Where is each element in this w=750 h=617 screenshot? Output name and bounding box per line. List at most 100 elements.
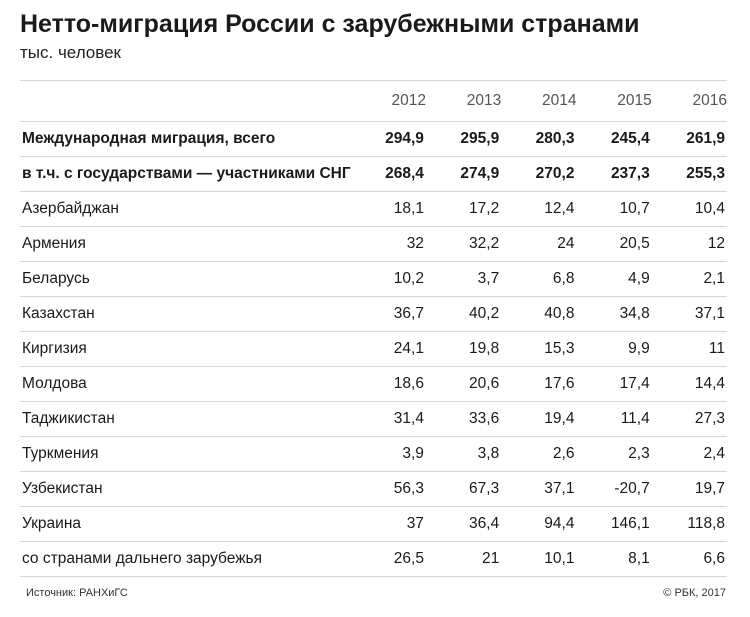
cell-value: 261,9 (651, 121, 727, 157)
table-row: в т.ч. с государствами — участниками СНГ… (20, 156, 727, 192)
row-label: Туркмения (20, 436, 351, 472)
cell-value: 19,4 (501, 401, 577, 437)
row-label: Украина (20, 506, 351, 542)
row-label: Узбекистан (20, 471, 351, 507)
row-label: Международная миграция, всего (20, 121, 351, 157)
cell-value: -20,7 (576, 471, 652, 507)
cell-value: 20,6 (425, 366, 502, 402)
row-label: Киргизия (20, 331, 351, 367)
cell-value: 146,1 (576, 506, 652, 542)
cell-value: 32 (350, 226, 426, 262)
row-label: Казахстан (20, 296, 351, 332)
cell-value: 10,4 (651, 191, 727, 227)
table-row: Молдова 18,6 20,6 17,6 17,4 14,4 (20, 366, 727, 402)
cell-value: 17,4 (576, 366, 652, 402)
cell-value: 294,9 (350, 121, 426, 157)
table-body: Международная миграция, всего 294,9 295,9 2… (20, 121, 727, 577)
cell-value: 9,9 (576, 331, 652, 367)
cell-value: 37,1 (501, 471, 577, 507)
cell-value: 34,8 (576, 296, 652, 332)
cell-value: 4,9 (576, 261, 652, 297)
cell-value: 10,2 (350, 261, 426, 297)
source-note: Источник: РАНХиГС (26, 587, 128, 599)
cell-value: 280,3 (501, 121, 577, 157)
cell-value: 27,3 (651, 401, 727, 437)
row-label: Молдова (20, 366, 351, 402)
cell-value: 26,5 (350, 541, 426, 577)
table-row: со странами дальнего зарубежья 26,5 21 10,1… (20, 541, 727, 577)
cell-value: 40,2 (425, 296, 502, 332)
header-blank (20, 80, 351, 122)
cell-value: 20,5 (576, 226, 652, 262)
cell-value: 8,1 (576, 541, 652, 577)
cell-value: 36,4 (425, 506, 502, 542)
table-row: Казахстан 36,7 40,2 40,8 34,8 37,1 (20, 296, 727, 332)
row-label: Армения (20, 226, 351, 262)
copyright-note: © РБК, 2017 (663, 587, 726, 599)
table-row: Беларусь 10,2 3,7 6,8 4,9 2,1 (20, 261, 727, 297)
cell-value: 94,4 (501, 506, 577, 542)
column-header-2016: 2016 (651, 80, 727, 122)
cell-value: 40,8 (501, 296, 577, 332)
table-row: Туркмения 3,9 3,8 2,6 2,3 2,4 (20, 436, 727, 472)
cell-value: 118,8 (651, 506, 727, 542)
cell-value: 10,7 (576, 191, 652, 227)
cell-value: 2,4 (651, 436, 727, 472)
column-header-2012: 2012 (350, 80, 426, 122)
table-row: Узбекистан 56,3 67,3 37,1 -20,7 19,7 (20, 471, 727, 507)
cell-value: 12,4 (501, 191, 577, 227)
cell-value: 31,4 (350, 401, 426, 437)
table-row: Азербайджан 18,1 17,2 12,4 10,7 10,4 (20, 191, 727, 227)
migration-table: 2012 2013 2014 2015 2016 Международная м… (20, 80, 727, 577)
cell-value: 6,8 (501, 261, 577, 297)
row-label: в т.ч. с государствами — участниками СНГ (20, 156, 351, 192)
table-row: Армения 32 32,2 24 20,5 12 (20, 226, 727, 262)
cell-value: 237,3 (576, 156, 652, 192)
column-header-2015: 2015 (576, 80, 652, 122)
cell-value: 33,6 (425, 401, 502, 437)
cell-value: 295,9 (425, 121, 502, 157)
cell-value: 37,1 (651, 296, 727, 332)
row-label: Беларусь (20, 261, 351, 297)
cell-value: 37 (350, 506, 426, 542)
row-label: Таджикистан (20, 401, 351, 437)
cell-value: 67,3 (425, 471, 502, 507)
cell-value: 14,4 (651, 366, 727, 402)
column-header-2013: 2013 (425, 80, 502, 122)
cell-value: 24 (501, 226, 577, 262)
cell-value: 19,7 (651, 471, 727, 507)
cell-value: 32,2 (425, 226, 502, 262)
cell-value: 19,8 (425, 331, 502, 367)
cell-value: 255,3 (651, 156, 727, 192)
cell-value: 17,6 (501, 366, 577, 402)
cell-value: 24,1 (350, 331, 426, 367)
cell-value: 15,3 (501, 331, 577, 367)
table-row: Украина 37 36,4 94,4 146,1 118,8 (20, 506, 727, 542)
cell-value: 6,6 (651, 541, 727, 577)
header-row: 2012 2013 2014 2015 2016 (20, 80, 727, 122)
cell-value: 21 (425, 541, 502, 577)
cell-value: 245,4 (576, 121, 652, 157)
cell-value: 10,1 (501, 541, 577, 577)
cell-value: 11 (651, 331, 727, 367)
cell-value: 2,3 (576, 436, 652, 472)
cell-value: 274,9 (425, 156, 502, 192)
cell-value: 12 (651, 226, 727, 262)
chart-subtitle: тыс. человек (20, 43, 121, 62)
chart-title: Нетто-миграция России с зарубежными стра… (20, 10, 640, 38)
table-row: Таджикистан 31,4 33,6 19,4 11,4 27,3 (20, 401, 727, 437)
cell-value: 18,1 (350, 191, 426, 227)
cell-value: 36,7 (350, 296, 426, 332)
cell-value: 268,4 (350, 156, 426, 192)
cell-value: 18,6 (350, 366, 426, 402)
cell-value: 11,4 (576, 401, 652, 437)
cell-value: 56,3 (350, 471, 426, 507)
cell-value: 3,9 (350, 436, 426, 472)
table-row: Международная миграция, всего 294,9 295,9 2… (20, 121, 727, 157)
cell-value: 3,8 (425, 436, 502, 472)
cell-value: 2,6 (501, 436, 577, 472)
cell-value: 270,2 (501, 156, 577, 192)
cell-value: 17,2 (425, 191, 502, 227)
table-row: Киргизия 24,1 19,8 15,3 9,9 11 (20, 331, 727, 367)
row-label: со странами дальнего зарубежья (20, 541, 351, 577)
